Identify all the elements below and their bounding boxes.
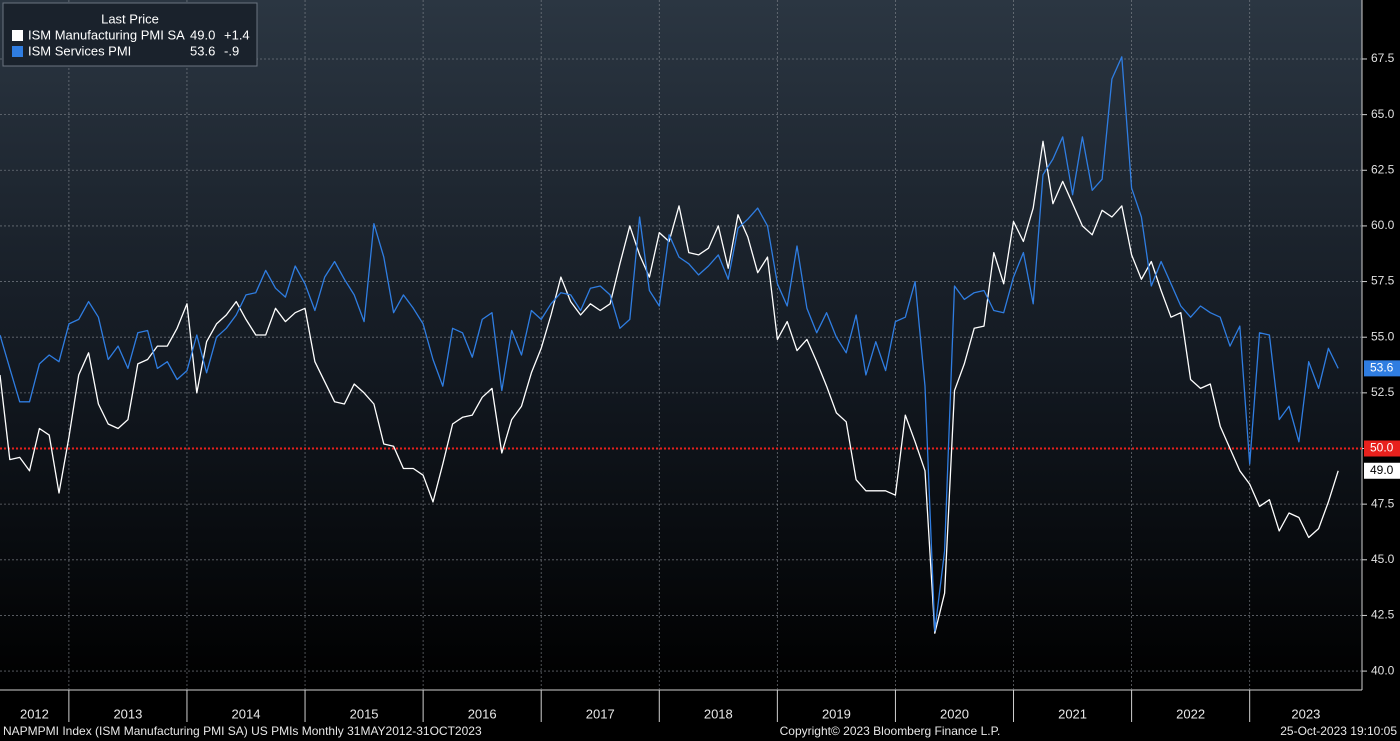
- legend-box: [2, 2, 258, 67]
- x-tick-label: 2014: [232, 706, 261, 721]
- y-tick-label: 45.0: [1371, 552, 1395, 566]
- x-tick-label: 2022: [1176, 706, 1205, 721]
- footer-right: 25-Oct-2023 19:10:05: [1280, 724, 1397, 738]
- x-tick-label: 2020: [940, 706, 969, 721]
- legend-change: +1.4: [224, 27, 250, 42]
- footer-left: NAPMPMI Index (ISM Manufacturing PMI SA)…: [3, 724, 482, 738]
- x-tick-label: 2016: [468, 706, 497, 721]
- last-value-label: 53.6: [1370, 361, 1394, 375]
- plot-background: [0, 0, 1362, 690]
- last-value-box: [1364, 360, 1400, 377]
- y-tick-label: 40.0: [1371, 663, 1395, 677]
- legend-value: 53.6: [190, 43, 215, 58]
- footer-background: [0, 722, 1400, 741]
- legend-label: ISM Manufacturing PMI SA: [28, 27, 185, 42]
- legend-swatch: [12, 30, 23, 41]
- reference-label: 50.0: [1370, 441, 1394, 455]
- axis: 40.0 42.5 45.0 47.5 50.0 52.5 55.0 57.5 60.0 62.5…: [20, 51, 1400, 722]
- series-line: [0, 56, 1339, 632]
- lines: [0, 56, 1362, 634]
- x-tick-label: 2018: [704, 706, 733, 721]
- x-tick-label: 2017: [586, 706, 615, 721]
- x-tick-label: 2019: [822, 706, 851, 721]
- y-tick-label: 47.5: [1371, 496, 1395, 510]
- y-tick-label: 57.5: [1371, 274, 1395, 288]
- y-tick-label: 55.0: [1371, 329, 1395, 343]
- x-tick-label: 2012: [20, 706, 49, 721]
- legend-swatch: [12, 46, 23, 57]
- y-tick-label: 65.0: [1371, 107, 1395, 121]
- y-tick-label: 62.5: [1371, 162, 1395, 176]
- legend-change: -.9: [224, 43, 239, 58]
- x-tick-label: 2023: [1291, 706, 1320, 721]
- x-tick-label: 2015: [350, 706, 379, 721]
- legend: Last Price ISM Manufacturing PMI SA 49.0 +…: [2, 2, 258, 67]
- reference-label-box: [1364, 440, 1400, 457]
- y-tick-label: 60.0: [1371, 218, 1395, 232]
- last-value-box: [1364, 462, 1400, 479]
- y-tick-label: 52.5: [1371, 385, 1395, 399]
- x-axis-background: [0, 690, 1400, 722]
- footer-center: Copyright© 2023 Bloomberg Finance L.P.: [780, 724, 1001, 738]
- grid: [0, 0, 1362, 690]
- series-line: [0, 140, 1339, 634]
- legend-title: Last Price: [101, 11, 159, 26]
- last-value-label: 49.0: [1370, 463, 1394, 477]
- legend-label: ISM Services PMI: [28, 43, 131, 58]
- x-tick-label: 2021: [1058, 706, 1087, 721]
- y-tick-label: 67.5: [1371, 51, 1395, 65]
- y-tick-label: 42.5: [1371, 608, 1395, 622]
- axis-background: [1362, 0, 1400, 690]
- legend-value: 49.0: [190, 27, 215, 42]
- x-tick-label: 2013: [113, 706, 142, 721]
